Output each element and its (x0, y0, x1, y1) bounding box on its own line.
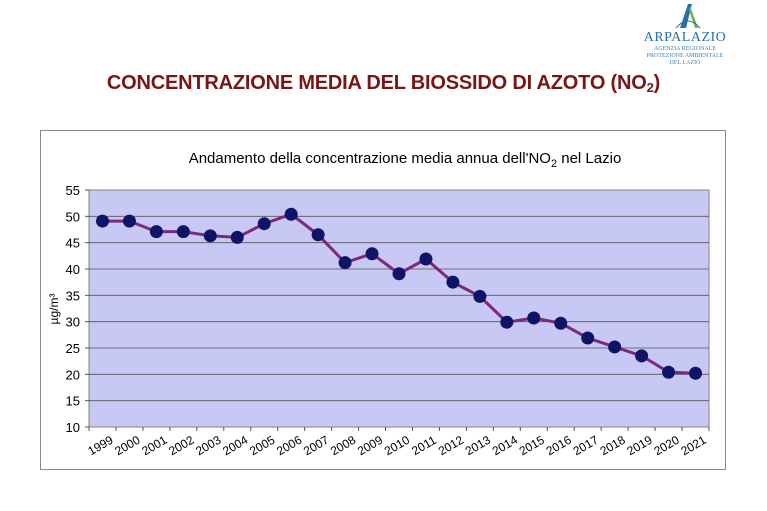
x-tick-label: 2004 (220, 433, 250, 459)
x-tick-label: 2019 (625, 433, 655, 459)
data-point (500, 315, 514, 329)
x-tick-label: 2005 (247, 433, 277, 459)
data-point (149, 225, 163, 239)
y-tick-label: 55 (66, 183, 80, 198)
data-point (635, 349, 649, 363)
data-point (419, 252, 433, 266)
y-tick-label: 35 (66, 288, 80, 303)
data-point (689, 366, 703, 380)
data-point (203, 229, 217, 243)
x-tick-label: 2009 (355, 433, 385, 459)
x-tick-label: 2018 (598, 433, 628, 459)
x-tick-label: 2015 (517, 433, 547, 459)
y-tick-label: 45 (66, 236, 80, 251)
arpalazio-logo: ARPALAZIO AGENZIA REGIONALE PROTEZIONE A… (640, 0, 730, 80)
data-point (662, 365, 676, 379)
x-tick-label: 2010 (382, 433, 412, 459)
plot-area (88, 189, 710, 428)
x-tick-label: 2000 (112, 433, 142, 459)
x-tick-label: 2002 (166, 433, 196, 459)
x-tick-label: 2021 (678, 433, 708, 459)
x-tick-label: 2001 (139, 433, 169, 459)
x-tick-label: 2003 (193, 433, 223, 459)
data-point (284, 207, 298, 221)
data-point (365, 247, 379, 261)
data-point (122, 214, 136, 228)
y-tick-label: 10 (66, 420, 80, 435)
x-tick-label: 1999 (85, 433, 115, 459)
y-tick-label: 15 (66, 394, 80, 409)
data-point (527, 311, 541, 325)
y-tick-label: 25 (66, 341, 80, 356)
data-point (608, 340, 622, 354)
y-tick-label: 50 (66, 209, 80, 224)
logo-mark-icon (675, 4, 701, 29)
data-point (446, 275, 460, 289)
x-tick-label: 2008 (328, 433, 358, 459)
x-tick-label: 2013 (463, 433, 493, 459)
x-tick-label: 2017 (571, 433, 601, 459)
data-point (554, 316, 568, 330)
data-point (95, 214, 109, 228)
logo-subtitle: AGENZIA REGIONALE PROTEZIONE AMBIENTALE … (646, 46, 724, 66)
data-point (581, 331, 595, 345)
x-tick-label: 2011 (409, 433, 439, 458)
y-tick-label: 30 (66, 315, 80, 330)
data-point (338, 256, 352, 270)
line-chart: Andamento della concentrazione media ann… (47, 150, 710, 459)
page-title: CONCENTRAZIONE MEDIA DEL BIOSSIDO DI AZO… (106, 72, 661, 95)
data-point (311, 228, 325, 242)
chart-title: Andamento della concentrazione media ann… (189, 150, 622, 170)
x-tick-label: 2020 (652, 433, 682, 459)
x-tick-label: 2016 (544, 433, 574, 459)
chart-container: Andamento della concentrazione media ann… (40, 130, 726, 470)
y-axis-label: µg/m³ (47, 294, 61, 325)
x-tick-label: 2012 (436, 433, 466, 459)
data-point (176, 225, 190, 239)
x-tick-label: 2014 (490, 433, 520, 459)
data-point (392, 267, 406, 281)
y-tick-label: 20 (66, 367, 80, 382)
data-point (257, 217, 271, 231)
logo-name: ARPALAZIO (643, 30, 727, 45)
data-point (230, 230, 244, 244)
data-point (473, 289, 487, 303)
y-tick-label: 40 (66, 262, 80, 277)
x-tick-label: 2007 (301, 433, 331, 459)
x-tick-label: 2006 (274, 433, 304, 459)
